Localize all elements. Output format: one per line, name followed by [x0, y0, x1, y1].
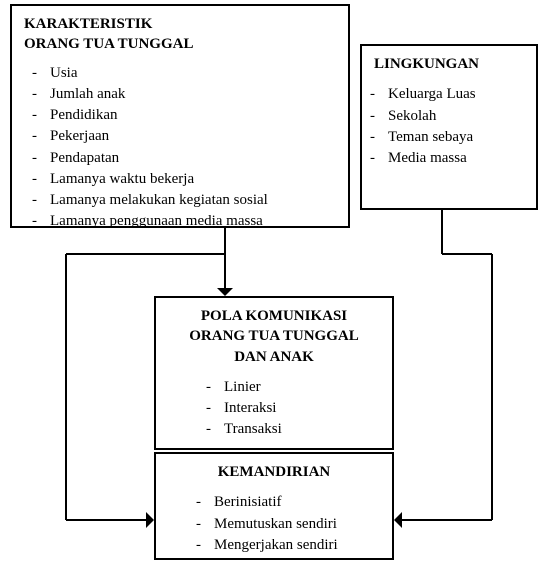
pola-title-line2: ORANG TUA TUNGGAL	[168, 326, 380, 346]
list-item: Lamanya waktu bekerja	[50, 169, 336, 189]
list-item: Usia	[50, 63, 336, 83]
list-item: Linier	[224, 377, 380, 397]
pola-title: POLA KOMUNIKASI ORANG TUA TUNGGAL DAN AN…	[168, 306, 380, 367]
list-item: Lamanya melakukan kegiatan sosial	[50, 190, 336, 210]
lingkungan-title: LINGKUNGAN	[374, 54, 524, 74]
karakteristik-title-line1: KARAKTERISTIK	[24, 16, 152, 32]
list-item: Berinisiatif	[214, 492, 380, 512]
list-item: Memutuskan sendiri	[214, 514, 380, 534]
list-item: Sekolah	[388, 106, 524, 126]
karakteristik-box: KARAKTERISTIK ORANG TUA TUNGGAL Usia Jum…	[10, 4, 350, 228]
list-item: Lamanya penggunaan media massa	[50, 211, 336, 231]
list-item: Mengerjakan sendiri	[214, 535, 380, 555]
list-item: Interaksi	[224, 398, 380, 418]
list-item: Pendidikan	[50, 105, 336, 125]
karakteristik-title-line2: ORANG TUA TUNGGAL	[24, 36, 193, 52]
list-item: Media massa	[388, 148, 524, 168]
pola-komunikasi-box: POLA KOMUNIKASI ORANG TUA TUNGGAL DAN AN…	[154, 296, 394, 450]
kemandirian-list: Berinisiatif Memutuskan sendiri Mengerja…	[168, 492, 380, 555]
list-item: Keluarga Luas	[388, 84, 524, 104]
list-item: Transaksi	[224, 419, 380, 439]
list-item: Jumlah anak	[50, 84, 336, 104]
kemandirian-box: KEMANDIRIAN Berinisiatif Memutuskan send…	[154, 452, 394, 560]
karakteristik-title: KARAKTERISTIK ORANG TUA TUNGGAL	[24, 14, 336, 55]
lingkungan-list: Keluarga Luas Sekolah Teman sebaya Media…	[374, 84, 524, 168]
karakteristik-list: Usia Jumlah anak Pendidikan Pekerjaan Pe…	[24, 63, 336, 232]
list-item: Pekerjaan	[50, 126, 336, 146]
pola-title-line1: POLA KOMUNIKASI	[168, 306, 380, 326]
list-item: Pendapatan	[50, 148, 336, 168]
lingkungan-box: LINGKUNGAN Keluarga Luas Sekolah Teman s…	[360, 44, 538, 210]
pola-list: Linier Interaksi Transaksi	[168, 377, 380, 440]
kemandirian-title: KEMANDIRIAN	[168, 462, 380, 482]
pola-title-line3: DAN ANAK	[168, 347, 380, 367]
list-item: Teman sebaya	[388, 127, 524, 147]
